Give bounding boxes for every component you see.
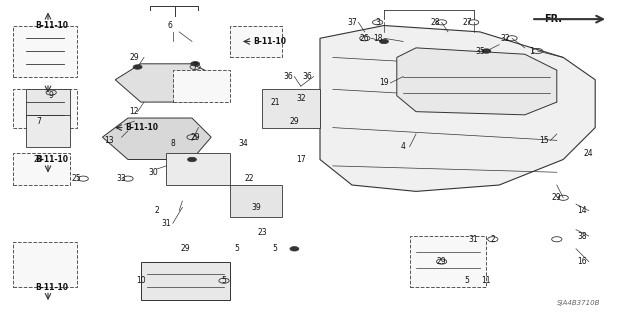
Text: 29: 29 <box>190 133 200 142</box>
PathPatch shape <box>115 64 224 102</box>
Text: 29: 29 <box>436 257 447 266</box>
Text: 34: 34 <box>238 139 248 148</box>
Text: B-11-10: B-11-10 <box>35 155 68 164</box>
Text: SJA4B3710B: SJA4B3710B <box>557 300 600 306</box>
Text: 35: 35 <box>475 47 485 56</box>
Bar <box>173 70 230 102</box>
Text: 33: 33 <box>116 174 127 183</box>
Text: 13: 13 <box>104 136 114 145</box>
Text: 21: 21 <box>271 98 280 107</box>
Text: 11: 11 <box>482 276 491 285</box>
Bar <box>230 185 282 217</box>
Text: 1: 1 <box>529 47 534 56</box>
Text: 2: 2 <box>154 206 159 215</box>
Bar <box>410 236 486 287</box>
PathPatch shape <box>102 118 211 160</box>
Text: 29: 29 <box>552 193 562 202</box>
Text: 31: 31 <box>468 235 479 244</box>
Text: 31: 31 <box>161 219 172 228</box>
Text: 12: 12 <box>130 107 139 116</box>
Text: 32: 32 <box>500 34 511 43</box>
Circle shape <box>188 157 196 162</box>
Bar <box>13 89 77 128</box>
Text: 15: 15 <box>539 136 549 145</box>
Text: 32: 32 <box>296 94 306 103</box>
Text: 26: 26 <box>360 34 370 43</box>
Circle shape <box>290 247 299 251</box>
Text: 4: 4 <box>401 142 406 151</box>
Text: 36: 36 <box>283 72 293 81</box>
Bar <box>230 26 282 57</box>
Text: 29: 29 <box>129 53 140 62</box>
Text: 18: 18 <box>373 34 382 43</box>
Bar <box>26 115 70 147</box>
Text: 5: 5 <box>273 244 278 253</box>
Text: 19: 19 <box>379 78 389 87</box>
Circle shape <box>380 39 388 44</box>
PathPatch shape <box>320 26 595 191</box>
Bar <box>262 89 320 128</box>
Text: 37: 37 <box>347 18 357 27</box>
Circle shape <box>133 65 142 69</box>
Circle shape <box>191 62 200 66</box>
Text: 30: 30 <box>148 168 159 177</box>
Text: 10: 10 <box>136 276 146 285</box>
Text: 29: 29 <box>180 244 191 253</box>
Text: B-11-10: B-11-10 <box>253 37 286 46</box>
Text: 6: 6 <box>167 21 172 30</box>
Bar <box>166 153 230 185</box>
Text: 25: 25 <box>72 174 82 183</box>
Text: 20: 20 <box>33 155 44 164</box>
Text: B-11-10: B-11-10 <box>35 21 68 30</box>
Text: 17: 17 <box>296 155 306 164</box>
Bar <box>141 262 230 300</box>
Text: 5: 5 <box>234 244 239 253</box>
Text: 38: 38 <box>577 232 588 241</box>
Text: 23: 23 <box>257 228 268 237</box>
Bar <box>13 242 77 287</box>
Text: 7: 7 <box>193 63 198 71</box>
Text: 27: 27 <box>462 18 472 27</box>
Bar <box>13 153 70 185</box>
Text: 5: 5 <box>465 276 470 285</box>
Text: FR.: FR. <box>544 14 562 24</box>
Text: 16: 16 <box>577 257 588 266</box>
Text: 3: 3 <box>375 18 380 27</box>
Text: 9: 9 <box>49 91 54 100</box>
Text: 28: 28 <box>431 18 440 27</box>
Text: 24: 24 <box>584 149 594 158</box>
PathPatch shape <box>397 48 557 115</box>
Text: 36: 36 <box>302 72 312 81</box>
Bar <box>26 89 70 118</box>
Text: B-11-10: B-11-10 <box>125 123 158 132</box>
Text: 39: 39 <box>251 203 261 212</box>
Text: 7: 7 <box>36 117 41 126</box>
Text: 22: 22 <box>245 174 254 183</box>
Circle shape <box>482 49 491 53</box>
Bar <box>13 26 77 77</box>
Text: 8: 8 <box>170 139 175 148</box>
Text: B-11-10: B-11-10 <box>35 283 68 292</box>
Text: 29: 29 <box>289 117 300 126</box>
Text: 2: 2 <box>490 235 495 244</box>
Text: 14: 14 <box>577 206 588 215</box>
Text: 5: 5 <box>221 276 227 285</box>
